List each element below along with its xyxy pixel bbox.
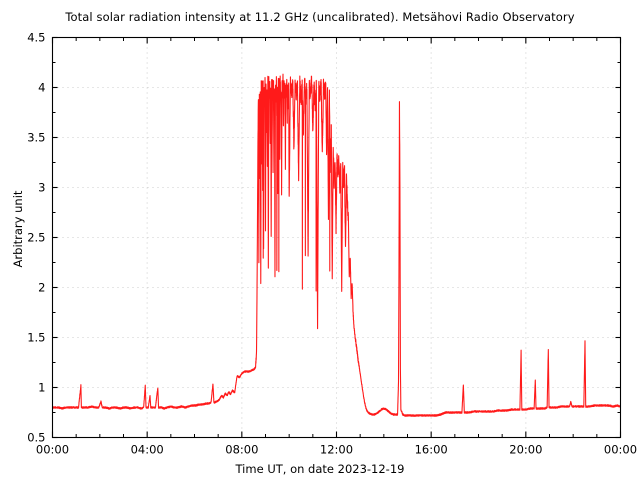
svg-text:04:00: 04:00 [131,443,164,457]
axis-tick-labels: 0.5 1 1.5 2 2.5 3 3.5 4 4.5 00:00 04:00 08:00 12:00 1… [27,31,637,457]
svg-text:2: 2 [38,281,45,295]
svg-text:12:00: 12:00 [320,443,353,457]
svg-text:2.5: 2.5 [27,231,45,245]
svg-text:0.5: 0.5 [27,431,45,445]
svg-text:1: 1 [38,381,45,395]
x-axis-label: Time UT, on date 2023-12-19 [235,462,405,476]
svg-text:08:00: 08:00 [225,443,258,457]
svg-text:16:00: 16:00 [415,443,448,457]
svg-text:3: 3 [38,181,45,195]
svg-text:20:00: 20:00 [509,443,542,457]
svg-text:00:00: 00:00 [604,443,637,457]
chart-title: Total solar radiation intensity at 11.2 … [65,10,575,24]
svg-text:00:00: 00:00 [36,443,69,457]
data-series [52,73,621,417]
svg-text:3.5: 3.5 [27,131,45,145]
svg-text:1.5: 1.5 [27,331,45,345]
svg-text:4: 4 [38,81,45,95]
grid-lines [52,37,621,438]
svg-text:4.5: 4.5 [27,31,45,45]
axes-frame [51,36,622,439]
